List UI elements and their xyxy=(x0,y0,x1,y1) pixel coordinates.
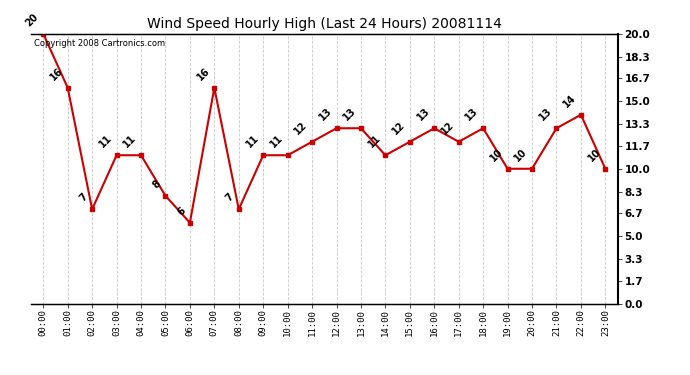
Text: 11: 11 xyxy=(268,133,285,150)
Text: Copyright 2008 Cartronics.com: Copyright 2008 Cartronics.com xyxy=(34,39,165,48)
Text: 12: 12 xyxy=(391,120,407,136)
Text: 8: 8 xyxy=(150,178,163,190)
Text: 13: 13 xyxy=(317,106,334,123)
Text: 7: 7 xyxy=(77,192,90,204)
Text: 13: 13 xyxy=(464,106,480,123)
Text: 12: 12 xyxy=(440,120,456,136)
Text: 12: 12 xyxy=(293,120,309,136)
Text: 7: 7 xyxy=(224,192,236,204)
Text: 11: 11 xyxy=(244,133,260,150)
Text: 13: 13 xyxy=(415,106,431,123)
Text: 16: 16 xyxy=(195,66,212,82)
Title: Wind Speed Hourly High (Last 24 Hours) 20081114: Wind Speed Hourly High (Last 24 Hours) 2… xyxy=(147,17,502,31)
Text: 10: 10 xyxy=(489,147,505,163)
Text: 11: 11 xyxy=(366,133,383,150)
Text: 6: 6 xyxy=(175,206,187,217)
Text: 10: 10 xyxy=(513,147,529,163)
Text: 11: 11 xyxy=(121,133,138,150)
Text: 20: 20 xyxy=(24,12,41,28)
Text: 14: 14 xyxy=(562,93,578,109)
Text: 11: 11 xyxy=(97,133,114,150)
Text: 13: 13 xyxy=(537,106,553,123)
Text: 10: 10 xyxy=(586,147,602,163)
Text: 13: 13 xyxy=(342,106,358,123)
Text: 16: 16 xyxy=(48,66,65,82)
